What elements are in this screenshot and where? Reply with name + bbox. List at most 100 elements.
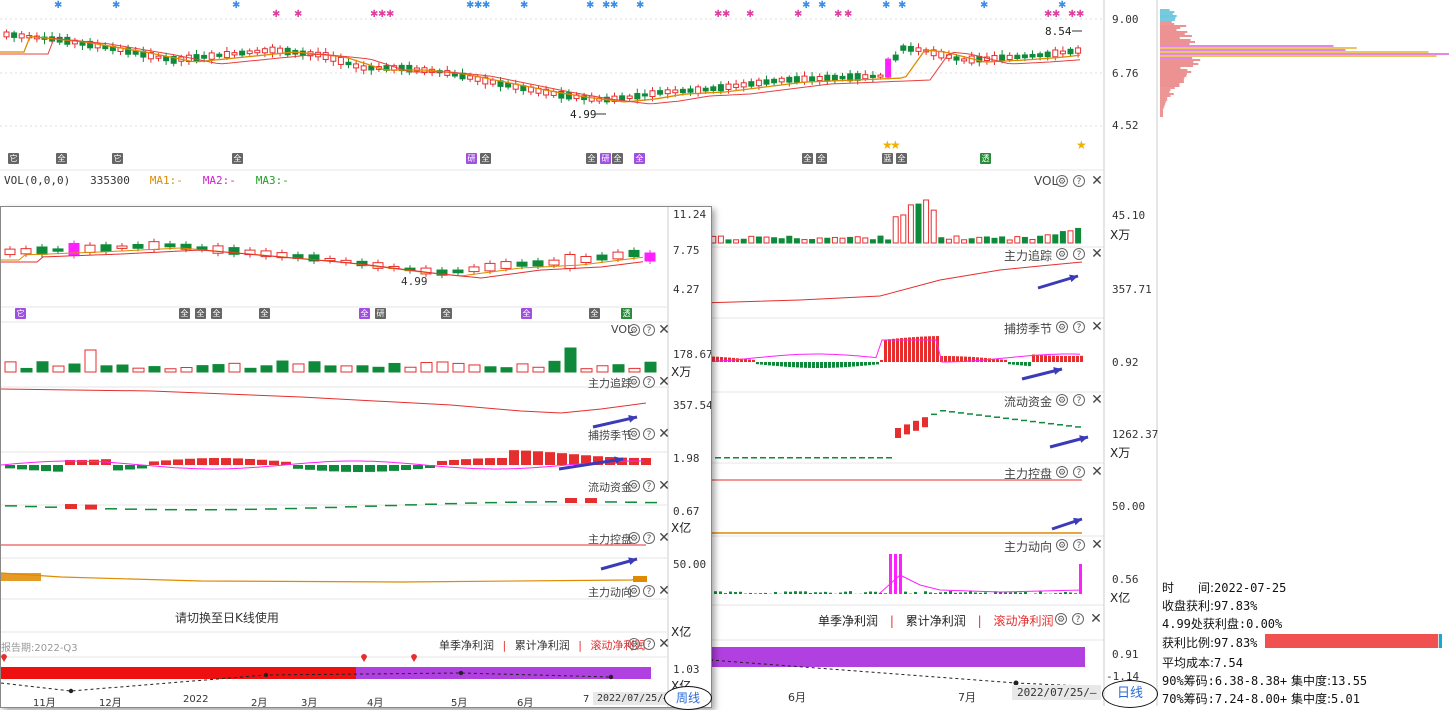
event-badge-icon[interactable]: 全	[480, 153, 491, 164]
close-icon[interactable]: ✕	[1091, 175, 1103, 187]
event-badge-icon[interactable]: 全	[589, 308, 600, 319]
candle	[794, 77, 799, 83]
period-daily-button[interactable]: 日线	[1102, 680, 1158, 708]
close-icon[interactable]: ✕	[658, 585, 670, 597]
help-icon[interactable]: ?	[643, 376, 655, 388]
inset-tab-cumulative-profit[interactable]: 累计净利润	[515, 639, 570, 652]
help-icon[interactable]: ?	[643, 638, 655, 650]
season-bar	[796, 362, 799, 367]
trend-bar	[1074, 593, 1077, 594]
help-icon[interactable]: ?	[1073, 466, 1085, 478]
event-badge-icon[interactable]: 研	[466, 153, 477, 164]
inset-indicator-unit: X亿	[671, 623, 691, 640]
settings-icon[interactable]: ⚙	[628, 532, 640, 544]
settings-icon[interactable]: ⚙	[1056, 321, 1068, 333]
period-weekly-button[interactable]: 周线	[664, 686, 712, 710]
tab-cumulative-profit[interactable]: 累计净利润	[906, 614, 966, 628]
tab-quarterly-profit[interactable]: 单季净利润	[818, 614, 878, 628]
settings-icon[interactable]: ⚙	[628, 585, 640, 597]
help-icon[interactable]: ?	[643, 480, 655, 492]
close-icon[interactable]: ✕	[658, 638, 670, 650]
event-badge-icon[interactable]: 透	[980, 153, 991, 164]
event-badge-icon[interactable]: 研	[375, 308, 386, 319]
settings-icon[interactable]: ⚙	[1056, 175, 1068, 187]
close-icon[interactable]: ✕	[1091, 321, 1103, 333]
ma-line	[1, 250, 643, 278]
close-icon[interactable]: ✕	[658, 428, 670, 440]
help-icon[interactable]: ?	[1073, 394, 1085, 406]
weekly-chart-popup[interactable]: 11.24 7.75 4.27 4.99 它全全全全全研全全全全透 VOL⚙?✕…	[0, 206, 712, 708]
help-icon[interactable]: ?	[643, 585, 655, 597]
close-icon[interactable]: ✕	[1091, 394, 1103, 406]
season-bar	[808, 362, 811, 368]
settings-icon[interactable]: ⚙	[1056, 466, 1068, 478]
settings-icon[interactable]: ⚙	[628, 638, 640, 650]
season-bar	[437, 461, 447, 465]
event-badge-icon[interactable]: 透	[621, 308, 632, 319]
trend-bar	[1059, 593, 1062, 594]
event-badge-icon[interactable]: 研	[600, 153, 611, 164]
event-badge-icon[interactable]: 全	[441, 308, 452, 319]
help-icon[interactable]: ?	[643, 428, 655, 440]
inset-profit-tabs[interactable]: 单季净利润 | 累计净利润 | 滚动净利润	[439, 637, 645, 653]
event-badge-icon[interactable]: 全	[816, 153, 827, 164]
close-icon[interactable]: ✕	[1091, 466, 1103, 478]
close-icon[interactable]: ✕	[658, 324, 670, 336]
event-badge-icon[interactable]: 全	[259, 308, 270, 319]
profit-ratio-bar-fill	[1265, 634, 1438, 648]
close-icon[interactable]: ✕	[1091, 539, 1103, 551]
help-icon[interactable]: ?	[1073, 321, 1085, 333]
candle	[665, 90, 670, 94]
help-icon[interactable]: ?	[1073, 175, 1085, 187]
volume-bar	[181, 367, 192, 372]
inset-tab-quarterly-profit[interactable]: 单季净利润	[439, 639, 494, 652]
close-icon[interactable]: ✕	[1091, 248, 1103, 260]
settings-icon[interactable]: ⚙	[628, 376, 640, 388]
event-badge-icon[interactable]: 它	[8, 153, 19, 164]
settings-icon[interactable]: ⚙	[1056, 539, 1068, 551]
event-badge-icon[interactable]: 全	[586, 153, 597, 164]
settings-icon[interactable]: ⚙	[628, 428, 640, 440]
settings-icon[interactable]: ⚙	[1056, 394, 1068, 406]
event-badge-icon[interactable]: 蓝	[882, 153, 893, 164]
close-icon[interactable]: ✕	[658, 480, 670, 492]
event-badge-icon[interactable]: 全	[179, 308, 190, 319]
settings-icon[interactable]: ⚙	[1055, 613, 1067, 625]
volume-bar	[229, 363, 240, 372]
tab-rolling-profit[interactable]: 滚动净利润	[993, 614, 1053, 628]
volume-bar	[501, 368, 512, 372]
settings-icon[interactable]: ⚙	[628, 324, 640, 336]
candle	[613, 252, 623, 259]
help-icon[interactable]: ?	[1073, 539, 1085, 551]
close-icon[interactable]: ✕	[658, 532, 670, 544]
weekly-chart-canvas[interactable]	[1, 207, 711, 707]
event-badge-icon[interactable]: 它	[112, 153, 123, 164]
event-badge-icon[interactable]: 它	[15, 308, 26, 319]
help-icon[interactable]: ?	[1072, 613, 1084, 625]
event-badge-icon[interactable]: 全	[612, 153, 623, 164]
profit-tabs[interactable]: 单季净利润 | 累计净利润 | 滚动净利润	[818, 612, 1053, 629]
candle	[734, 84, 739, 87]
event-badge-icon[interactable]: 全	[359, 308, 370, 319]
event-badge-icon[interactable]: 全	[195, 308, 206, 319]
liquidity-mark	[1075, 426, 1081, 428]
settings-icon[interactable]: ⚙	[1056, 248, 1068, 260]
event-badge-icon[interactable]: 全	[56, 153, 67, 164]
event-badge-icon[interactable]: 全	[896, 153, 907, 164]
event-badge-icon[interactable]: 全	[521, 308, 532, 319]
close-icon[interactable]: ✕	[1090, 613, 1102, 625]
season-bar	[848, 362, 851, 367]
close-icon[interactable]: ✕	[658, 376, 670, 388]
help-icon[interactable]: ?	[643, 324, 655, 336]
settings-icon[interactable]: ⚙	[628, 480, 640, 492]
event-badge-icon[interactable]: 全	[802, 153, 813, 164]
event-badge-icon[interactable]: 全	[211, 308, 222, 319]
season-bar	[461, 459, 471, 465]
volume-bar	[613, 365, 624, 372]
help-icon[interactable]: ?	[643, 532, 655, 544]
season-bar	[161, 460, 171, 465]
event-badge-icon[interactable]: 全	[232, 153, 243, 164]
event-badge-icon[interactable]: 全	[634, 153, 645, 164]
inset-indicator-title: 流动资金	[588, 479, 632, 495]
help-icon[interactable]: ?	[1073, 248, 1085, 260]
